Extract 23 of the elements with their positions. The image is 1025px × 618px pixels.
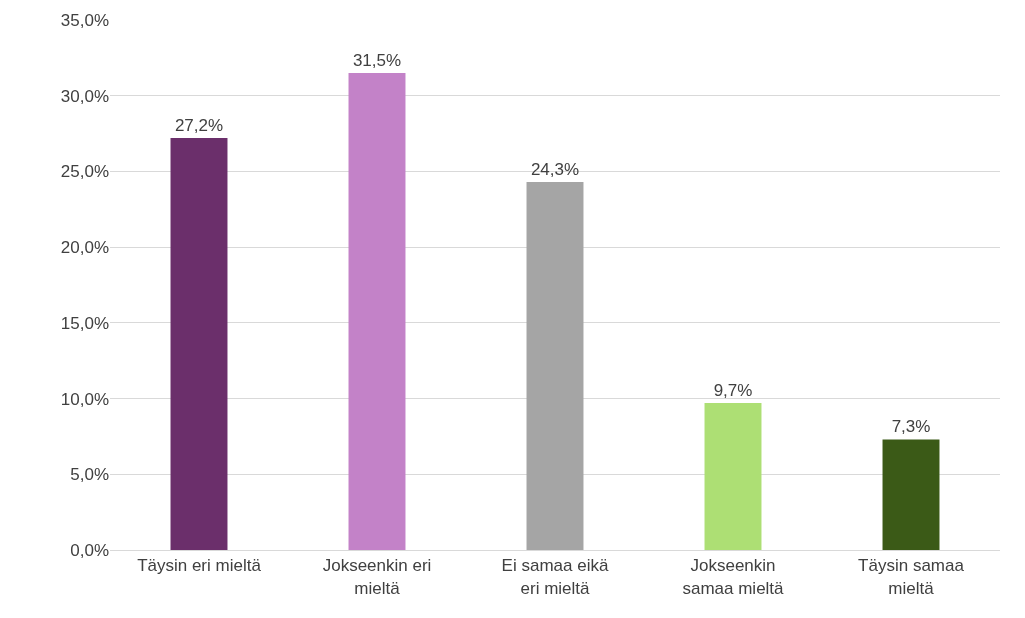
- x-tick-label: Täysin eri mieltä: [137, 556, 262, 576]
- bar: [170, 138, 228, 550]
- y-tick-label: 30,0%: [60, 86, 109, 106]
- data-label: 24,3%: [530, 160, 580, 180]
- data-label: 27,2%: [174, 116, 224, 136]
- y-tick-label: 5,0%: [70, 465, 109, 485]
- bar: [704, 403, 762, 550]
- x-tick-label: Ei samaa eikä eri mieltä: [501, 556, 609, 598]
- data-label: 31,5%: [352, 51, 402, 70]
- y-tick-label: 35,0%: [60, 10, 109, 30]
- y-tick-label: 0,0%: [70, 540, 109, 560]
- y-tick-label: 20,0%: [60, 238, 109, 258]
- data-label: 9,7%: [713, 381, 753, 401]
- x-tick-label: Täysin samaa mieltä: [858, 556, 965, 598]
- x-tick-label: Jokseenkin eri mieltä: [322, 556, 432, 598]
- x-tick-label: Jokseenkin samaa mieltä: [682, 556, 785, 598]
- data-label: 7,3%: [891, 417, 931, 437]
- bar: [882, 439, 940, 550]
- bar: [348, 73, 406, 550]
- bar: [526, 182, 584, 550]
- y-tick-label: 10,0%: [60, 389, 109, 409]
- y-tick-label: 15,0%: [60, 313, 109, 333]
- y-tick-label: 25,0%: [60, 162, 109, 182]
